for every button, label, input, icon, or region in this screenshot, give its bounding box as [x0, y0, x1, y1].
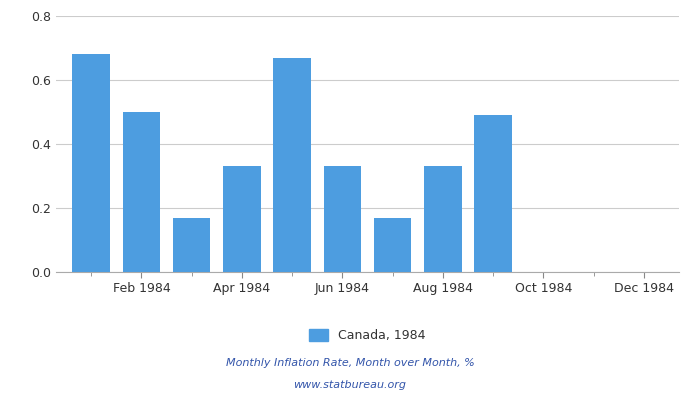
Bar	[122, 112, 160, 272]
Text: www.statbureau.org: www.statbureau.org	[293, 380, 407, 390]
Bar	[323, 166, 361, 272]
Legend: Canada, 1984: Canada, 1984	[304, 324, 430, 347]
Bar	[475, 115, 512, 272]
Bar	[223, 166, 260, 272]
Text: Monthly Inflation Rate, Month over Month, %: Monthly Inflation Rate, Month over Month…	[225, 358, 475, 368]
Bar	[374, 218, 412, 272]
Bar	[173, 218, 211, 272]
Bar	[273, 58, 311, 272]
Bar	[424, 166, 462, 272]
Bar	[72, 54, 110, 272]
